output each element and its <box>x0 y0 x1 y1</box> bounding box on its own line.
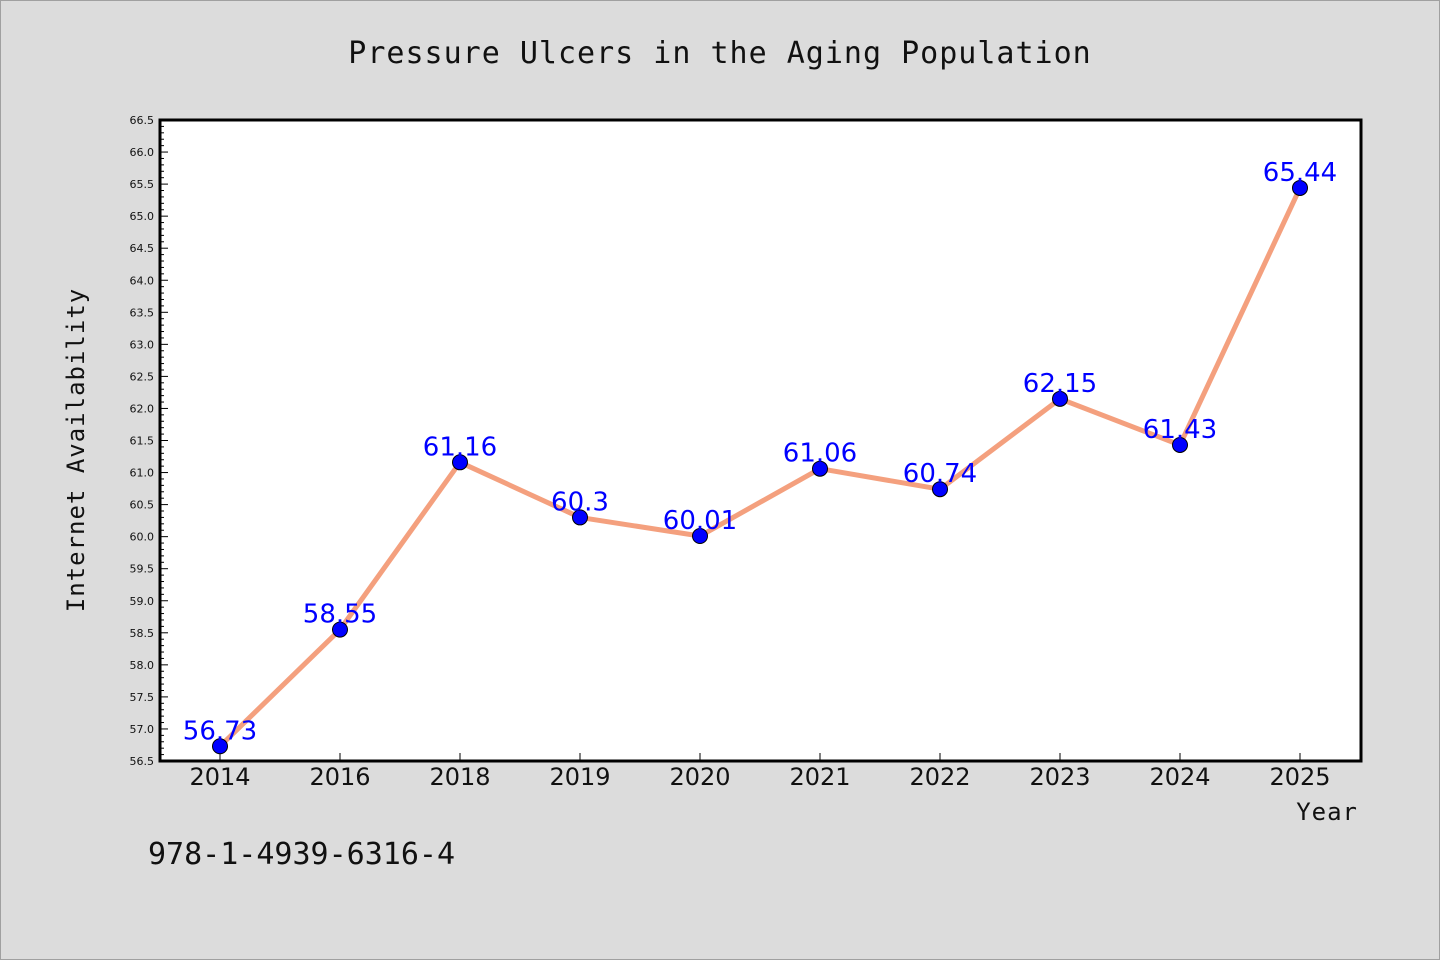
y-axis-label: Internet Availability <box>62 288 90 612</box>
x-tick-label: 2023 <box>1029 763 1090 791</box>
data-label: 60.3 <box>551 487 609 517</box>
y-tick-label: 65.5 <box>130 178 155 191</box>
data-label: 56.73 <box>183 716 257 746</box>
x-tick-label: 2024 <box>1149 763 1210 791</box>
data-label: 65.44 <box>1263 158 1337 188</box>
x-tick-label: 2021 <box>789 763 850 791</box>
x-tick-label: 2019 <box>549 763 610 791</box>
y-tick-label: 59.0 <box>130 595 155 608</box>
x-tick-label: 2025 <box>1269 763 1330 791</box>
series-group: 56.73 58.55 61.16 60.3 60.01 61.06 60.74 62.15 6… <box>183 158 1337 755</box>
chart-title: Pressure Ulcers in the Aging Population <box>348 36 1091 71</box>
y-axis: 56.5 57.0 57.5 58.0 58.5 59.0 59.5 60.0 60.5 61.0… <box>130 114 168 768</box>
data-point <box>452 454 468 471</box>
y-tick-label: 57.5 <box>130 691 155 704</box>
y-tick-label: 60.5 <box>130 499 155 512</box>
data-point <box>1292 179 1308 196</box>
data-point <box>692 528 708 545</box>
data-point <box>1172 436 1188 453</box>
data-label: 60.74 <box>903 459 977 489</box>
y-tick-label: 64.0 <box>130 274 155 287</box>
y-tick-label: 64.5 <box>130 242 155 255</box>
y-tick-label: 63.5 <box>130 306 155 319</box>
data-point <box>212 738 228 755</box>
data-label: 58.55 <box>303 600 377 630</box>
y-tick-label: 56.5 <box>130 755 155 768</box>
y-tick-label: 66.5 <box>130 114 155 127</box>
data-point <box>812 460 828 477</box>
data-point <box>572 509 588 526</box>
x-tick-label: 2020 <box>669 763 730 791</box>
y-tick-label: 58.5 <box>130 627 155 640</box>
isbn-text: 978-1-4939-6316-4 <box>148 837 455 872</box>
y-tick-label: 62.5 <box>130 370 155 383</box>
y-tick-label: 58.0 <box>130 659 155 672</box>
data-label: 62.15 <box>1023 369 1097 399</box>
y-tick-label: 66.0 <box>130 146 155 159</box>
data-point <box>332 621 348 638</box>
data-label: 61.16 <box>423 432 497 462</box>
data-point <box>932 481 948 498</box>
y-tick-label: 60.0 <box>130 531 155 544</box>
y-tick-label: 59.5 <box>130 563 155 576</box>
plot-area <box>158 118 1363 763</box>
data-label: 61.43 <box>1143 415 1217 445</box>
y-tick-label: 62.0 <box>130 402 155 415</box>
x-axis-label: Year <box>1296 798 1358 826</box>
y-tick-label: 63.0 <box>130 338 155 351</box>
x-tick-label: 2022 <box>909 763 970 791</box>
data-label: 60.01 <box>663 506 737 536</box>
x-tick-label: 2018 <box>429 763 490 791</box>
series-line <box>217 185 1303 749</box>
y-tick-label: 65.0 <box>130 210 155 223</box>
data-point <box>1052 390 1068 407</box>
data-label: 61.06 <box>783 439 857 469</box>
y-tick-label: 61.0 <box>130 467 155 480</box>
y-tick-label: 61.5 <box>130 435 155 448</box>
x-tick-label: 2014 <box>189 763 250 791</box>
x-tick-label: 2016 <box>309 763 370 791</box>
y-tick-label: 57.0 <box>130 723 155 736</box>
x-axis: 2014 2016 2018 2019 2020 2021 2022 2023 2024 2025 <box>189 753 1331 791</box>
